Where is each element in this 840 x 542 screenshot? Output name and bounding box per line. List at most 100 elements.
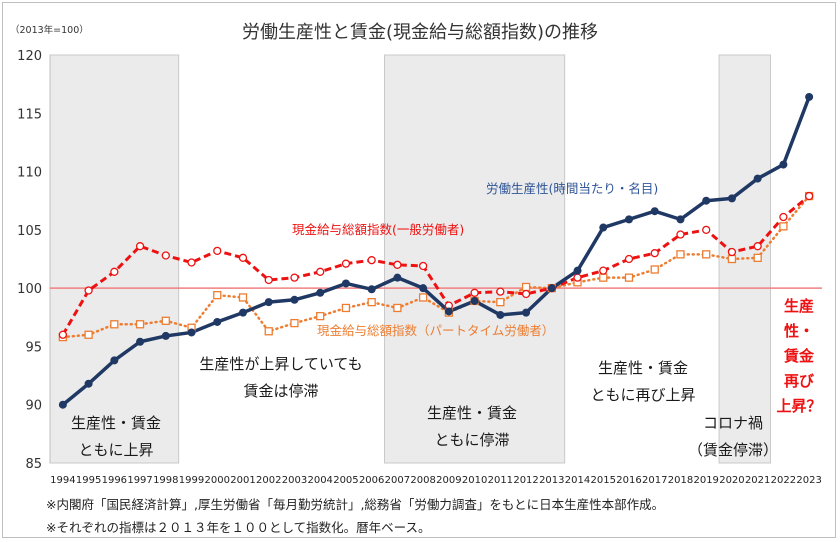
x-tick-label: 2013 xyxy=(539,475,564,486)
data-point xyxy=(676,215,685,224)
annotation-rise-together: 生産性・賃金 ともに上昇 xyxy=(71,414,161,459)
x-tick-label: 1994 xyxy=(50,475,75,486)
x-tick-label: 2022 xyxy=(771,475,796,486)
series-markers-1 xyxy=(58,191,814,339)
data-point xyxy=(264,327,273,336)
data-point xyxy=(624,273,634,282)
svg-text:性・: 性・ xyxy=(784,322,814,340)
shaded-periods xyxy=(49,54,772,464)
svg-text:生産性・賃金: 生産性・賃金 xyxy=(598,359,688,377)
x-tick-label: 2007 xyxy=(385,475,410,486)
unit-label: （2013年=100） xyxy=(10,24,89,36)
x-tick-label: 1999 xyxy=(179,475,204,486)
x-tick-label: 1998 xyxy=(153,475,178,486)
x-tick-label: 2000 xyxy=(205,475,230,486)
x-tick-label: 2018 xyxy=(668,475,693,486)
svg-text:賃金は停滞: 賃金は停滞 xyxy=(243,382,318,400)
data-point xyxy=(367,285,376,294)
data-point xyxy=(521,282,531,292)
y-tick-label: 115 xyxy=(17,107,42,122)
data-point xyxy=(161,331,170,340)
data-point xyxy=(496,310,505,319)
y-tick-label: 90 xyxy=(25,399,42,414)
series-label-wage-part: 現金給与総額指数（パートタイム労働者） xyxy=(317,323,554,338)
chart-title: 労働生産性と賃金(現金給与総額指数)の推移 xyxy=(242,22,598,43)
svg-text:（賃金停滞）: （賃金停滞） xyxy=(688,441,778,459)
x-tick-label: 2006 xyxy=(359,475,384,486)
x-tick-label: 2017 xyxy=(642,475,667,486)
x-tick-label: 1997 xyxy=(127,475,152,486)
data-point xyxy=(341,279,350,288)
x-tick-label: 2003 xyxy=(282,475,307,486)
data-point xyxy=(779,160,788,169)
series-line-0 xyxy=(61,96,811,407)
data-point xyxy=(135,320,145,329)
data-point xyxy=(676,230,685,239)
data-point xyxy=(58,330,68,339)
data-point xyxy=(727,247,737,257)
data-point xyxy=(393,273,402,282)
data-point xyxy=(676,250,685,259)
data-point xyxy=(239,308,247,317)
series-label-wage-general: 現金給与総額指数(一般労働者) xyxy=(292,222,464,237)
x-tick-label: 2002 xyxy=(256,475,281,486)
data-point xyxy=(805,92,814,101)
annotation-rise-again: 生産性・賃金 ともに再び上昇 xyxy=(590,359,695,404)
data-point xyxy=(753,242,762,251)
annotation-both-stagnant: 生産性・賃金 ともに停滞 xyxy=(427,404,517,449)
svg-text:ともに停滞: ともに停滞 xyxy=(434,431,509,449)
svg-text:コロナ禍: コロナ禍 xyxy=(703,414,763,432)
x-axis-ticks: 1994 1995 1996 1997 1998 1999 2000 2001 2002 2003… xyxy=(50,475,822,486)
data-point xyxy=(264,298,273,307)
source-note: ※内閣府「国民経済計算」,厚生労働省「毎月勤労統計」,総務省「労働力調査」をもと… xyxy=(46,497,665,512)
x-tick-label: 2014 xyxy=(565,475,590,486)
svg-text:ともに再び上昇: ともに再び上昇 xyxy=(590,386,695,404)
data-point xyxy=(84,286,93,295)
data-point xyxy=(753,174,762,183)
x-tick-label: 2008 xyxy=(410,475,435,486)
data-point xyxy=(110,267,119,276)
data-point xyxy=(702,225,711,235)
data-point xyxy=(290,318,299,328)
series-markers xyxy=(58,92,814,409)
data-point xyxy=(779,212,788,222)
data-point xyxy=(779,222,788,231)
data-point xyxy=(367,256,376,265)
data-point xyxy=(418,293,428,302)
data-point xyxy=(650,249,659,258)
x-tick-label: 2010 xyxy=(462,475,487,486)
data-point xyxy=(470,288,479,297)
series-line-2 xyxy=(61,194,811,339)
data-point xyxy=(496,287,505,296)
series-label-productivity: 労働生産性(時間当たり・名目) xyxy=(486,181,658,196)
data-point xyxy=(341,303,351,313)
data-point xyxy=(650,207,659,216)
data-point xyxy=(804,191,814,201)
y-tick-label: 110 xyxy=(17,166,42,181)
data-point xyxy=(187,258,196,267)
x-tick-label: 2011 xyxy=(488,475,513,486)
annotation-covid: コロナ禍 （賃金停滞） xyxy=(688,414,778,459)
x-tick-label: 1996 xyxy=(102,475,127,486)
data-point xyxy=(290,273,299,282)
x-tick-label: 2009 xyxy=(436,475,461,486)
data-point xyxy=(727,194,736,203)
data-point xyxy=(599,273,608,282)
x-tick-label: 2015 xyxy=(591,475,616,486)
shaded-period-1 xyxy=(384,54,566,464)
series-line-1 xyxy=(61,194,811,336)
data-point xyxy=(444,307,453,316)
data-point xyxy=(316,267,325,276)
data-point xyxy=(624,254,634,264)
data-point xyxy=(290,295,299,304)
data-point xyxy=(264,275,273,285)
data-point xyxy=(213,246,222,255)
data-point xyxy=(470,296,479,305)
series-markers-0 xyxy=(58,92,814,409)
svg-text:生産性・賃金: 生産性・賃金 xyxy=(427,404,517,422)
data-point xyxy=(213,317,222,326)
annotation-rise-again-question: 生産 性・ 賃金 再び 上昇？ xyxy=(776,297,821,415)
data-point xyxy=(521,289,531,299)
shaded-period-0 xyxy=(49,54,180,464)
